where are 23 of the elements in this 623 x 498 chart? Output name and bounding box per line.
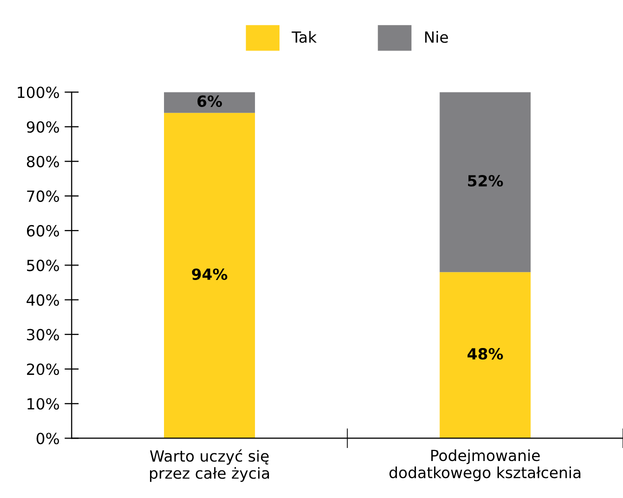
- y-tick-label: 20%: [27, 363, 59, 376]
- y-tick-label: 80%: [26, 156, 59, 168]
- bar: [164, 92, 255, 113]
- y-tick-label: 100%: [18, 86, 59, 98]
- text: 48%: [468, 348, 503, 360]
- text: 6%: [197, 95, 222, 107]
- y-tick-label: 0%: [36, 432, 59, 444]
- legend-label: Tak: [292, 31, 317, 43]
- y-tick-label: 70%: [27, 190, 59, 202]
- legend-label: Nie: [425, 31, 448, 43]
- text: 52%: [468, 174, 503, 187]
- y-tick-label: 40%: [26, 294, 59, 306]
- y-tick-label: 90%: [26, 121, 59, 133]
- bar: [440, 272, 531, 438]
- y-tick-label: 30%: [27, 328, 59, 340]
- y-tick-label: 10%: [28, 398, 59, 410]
- bar: [440, 92, 531, 272]
- x-tick-label: Warto uczyć się przez całe życia: [150, 449, 269, 482]
- x-tick-label: Podejmowanie dodatkowego kształcenia: [389, 449, 580, 482]
- y-tick-label: 60%: [26, 225, 59, 237]
- y-tick-label: 50%: [27, 260, 59, 272]
- text: 94%: [192, 268, 228, 280]
- bar: [164, 112, 255, 438]
